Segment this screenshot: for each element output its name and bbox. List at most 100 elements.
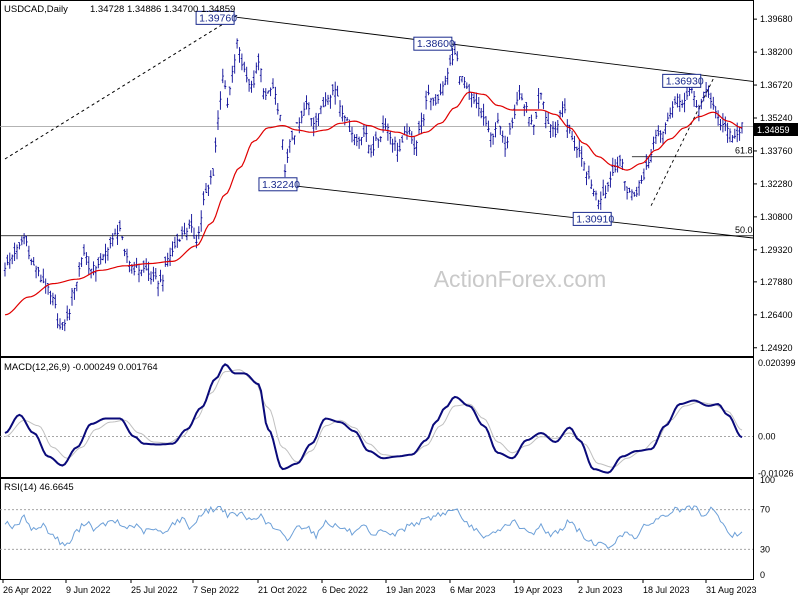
price-tick-label: 1.38200 xyxy=(760,47,793,57)
price-bar xyxy=(499,125,502,135)
macd-tick-label: -0.01026 xyxy=(758,469,794,479)
price-bar xyxy=(343,115,346,126)
price-bar xyxy=(369,144,373,158)
price-bar xyxy=(39,274,43,283)
price-bar xyxy=(58,318,62,330)
price-bar xyxy=(310,118,313,127)
price-bar xyxy=(140,269,143,277)
x-axis-ticks: 26 Apr 2022 9 Jun 2022 25 Jul 2022 7 Sep 20… xyxy=(2,579,757,595)
price-bar xyxy=(678,94,681,112)
price-bar xyxy=(233,54,236,74)
price-bar xyxy=(235,38,239,49)
price-bar xyxy=(152,266,155,282)
price-bar xyxy=(532,124,535,135)
price-bar xyxy=(480,108,483,119)
price-bar xyxy=(568,124,571,134)
price-bar xyxy=(671,101,674,118)
price-bar xyxy=(374,131,378,141)
price-bar xyxy=(527,117,531,127)
price-bar xyxy=(192,227,196,239)
price-bar xyxy=(570,130,574,141)
price-bar xyxy=(458,75,461,85)
turning-point-box xyxy=(413,36,453,51)
price-bar xyxy=(362,123,366,137)
price-bar xyxy=(506,136,509,149)
price-bar xyxy=(42,268,45,284)
price-bar xyxy=(32,257,35,266)
price-bar xyxy=(712,96,715,110)
price-bar xyxy=(336,85,339,97)
price-bar xyxy=(99,253,102,265)
x-tick-label: 19 Jan 2023 xyxy=(386,585,436,595)
price-bar xyxy=(283,164,287,178)
rsi-lines xyxy=(0,505,753,550)
channel-upper-line xyxy=(237,16,754,82)
price-bar xyxy=(257,53,260,71)
price-bar xyxy=(183,222,186,235)
price-bar xyxy=(604,185,607,199)
rsi-line xyxy=(4,505,743,549)
price-bar xyxy=(128,260,131,273)
price-bar xyxy=(482,103,485,126)
price-bar xyxy=(51,292,55,306)
price-bar xyxy=(279,114,282,122)
price-bar xyxy=(609,171,612,188)
price-bar xyxy=(453,41,457,55)
price-bar xyxy=(724,116,727,132)
price-bar xyxy=(245,66,248,83)
price-bar xyxy=(111,233,114,247)
last-price-value: 1.34859 xyxy=(757,125,790,135)
price-bar xyxy=(719,119,722,131)
price-bar xyxy=(176,233,179,248)
price-tick-label: 1.32280 xyxy=(760,179,793,189)
macd-tick-label: 0.00 xyxy=(758,432,776,442)
price-panel-frame xyxy=(0,0,754,357)
price-bar xyxy=(6,254,9,266)
price-bar xyxy=(219,91,222,110)
price-bar xyxy=(525,102,528,113)
price-bar xyxy=(465,82,468,89)
price-bar xyxy=(494,122,497,138)
price-bar xyxy=(489,132,492,148)
price-bar xyxy=(681,99,684,108)
price-bar xyxy=(85,252,88,265)
price-bar xyxy=(535,111,538,119)
price-bar xyxy=(472,93,476,104)
price-bar xyxy=(549,124,552,138)
price-bar xyxy=(616,156,619,173)
price-bar xyxy=(630,189,634,201)
price-bar xyxy=(106,247,110,261)
price-bar xyxy=(204,183,208,193)
price-bar xyxy=(243,61,246,73)
price-bar xyxy=(116,224,119,245)
price-bar xyxy=(460,76,464,83)
price-bar xyxy=(109,236,112,249)
price-bar xyxy=(173,236,177,249)
price-bar xyxy=(542,101,545,110)
price-bar xyxy=(171,241,174,257)
price-bar xyxy=(561,101,564,118)
price-bar xyxy=(496,112,500,124)
price-bar xyxy=(209,170,212,185)
price-bar xyxy=(68,308,71,321)
price-bar xyxy=(305,95,308,110)
price-bar xyxy=(357,136,361,149)
price-bar xyxy=(664,122,667,135)
price-bar xyxy=(267,90,270,94)
turning-point-label: 1.36930 xyxy=(666,75,704,87)
symbol-label: USDCAD,Daily xyxy=(4,4,68,15)
price-bar xyxy=(319,105,323,115)
price-bar xyxy=(118,220,122,232)
price-bar xyxy=(329,94,332,109)
price-bar xyxy=(238,47,241,63)
price-bar xyxy=(487,120,490,133)
price-bar xyxy=(66,305,69,321)
price-bar xyxy=(223,80,227,90)
price-bar xyxy=(592,188,595,197)
price-bar xyxy=(264,88,267,100)
price-bar xyxy=(367,144,370,154)
price-bar xyxy=(331,84,334,96)
price-bar xyxy=(97,257,100,269)
price-bar xyxy=(637,180,641,196)
price-bar xyxy=(537,88,540,109)
